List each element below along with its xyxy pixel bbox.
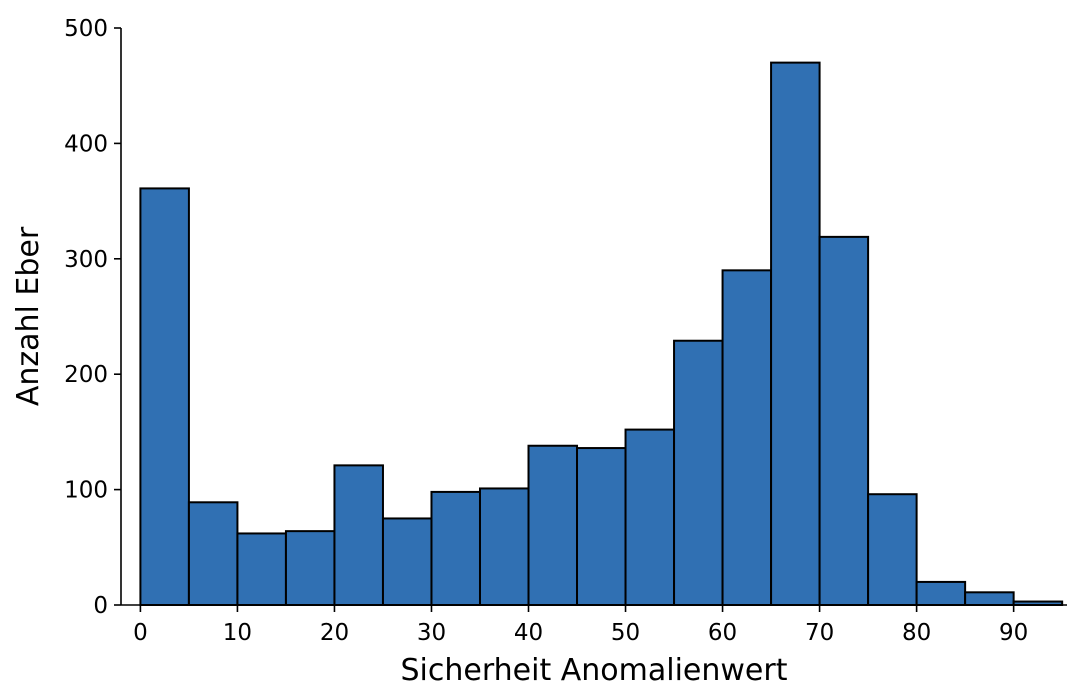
- histogram-bar-0: [139, 187, 190, 606]
- histogram-bar-1: [187, 501, 239, 607]
- histogram-bar-7: [478, 487, 530, 607]
- histogram-bar-13: [770, 61, 821, 607]
- y-tick-label-500: 500: [64, 16, 108, 42]
- x-tick-label-60: 60: [708, 620, 737, 646]
- histogram-bar-5: [381, 517, 433, 607]
- x-ticks-group: 0 10 20 30 40 50 60 70 80 90: [133, 605, 1028, 646]
- x-tick-label-30: 30: [417, 620, 446, 646]
- histogram-bar-8: [527, 444, 579, 606]
- histogram-bar-3: [284, 530, 336, 606]
- histogram-bar-10: [624, 428, 676, 607]
- bars-group: [139, 61, 1064, 607]
- histogram-bar-2: [236, 532, 287, 607]
- y-tick-label-100: 100: [64, 478, 108, 504]
- histogram-bar-15: [867, 493, 918, 606]
- y-ticks-group: 0 100 200 300 400 500: [64, 16, 121, 619]
- histogram-bar-12: [721, 269, 773, 606]
- x-tick-label-0: 0: [133, 620, 148, 646]
- x-tick-label-90: 90: [999, 620, 1028, 646]
- x-tick-label-80: 80: [902, 620, 931, 646]
- y-tick-label-0: 0: [93, 593, 108, 619]
- histogram-bar-4: [333, 464, 384, 606]
- x-tick-label-40: 40: [514, 620, 543, 646]
- x-tick-label-20: 20: [320, 620, 349, 646]
- histogram-bar-16: [915, 580, 967, 606]
- x-tick-label-10: 10: [223, 620, 252, 646]
- y-tick-label-400: 400: [64, 131, 108, 157]
- x-tick-label-50: 50: [611, 620, 640, 646]
- y-tick-label-300: 300: [64, 247, 108, 273]
- y-tick-label-200: 200: [64, 362, 108, 388]
- histogram-bar-6: [430, 490, 481, 606]
- histogram-bar-11: [673, 339, 724, 606]
- histogram-bar-17: [964, 591, 1015, 607]
- y-axis-title: Anzahl Eber: [11, 226, 46, 406]
- histogram-bar-14: [818, 235, 870, 606]
- histogram-bar-9: [576, 447, 627, 606]
- x-axis-title: Sicherheit Anomalienwert: [401, 653, 788, 682]
- x-tick-label-70: 70: [805, 620, 834, 646]
